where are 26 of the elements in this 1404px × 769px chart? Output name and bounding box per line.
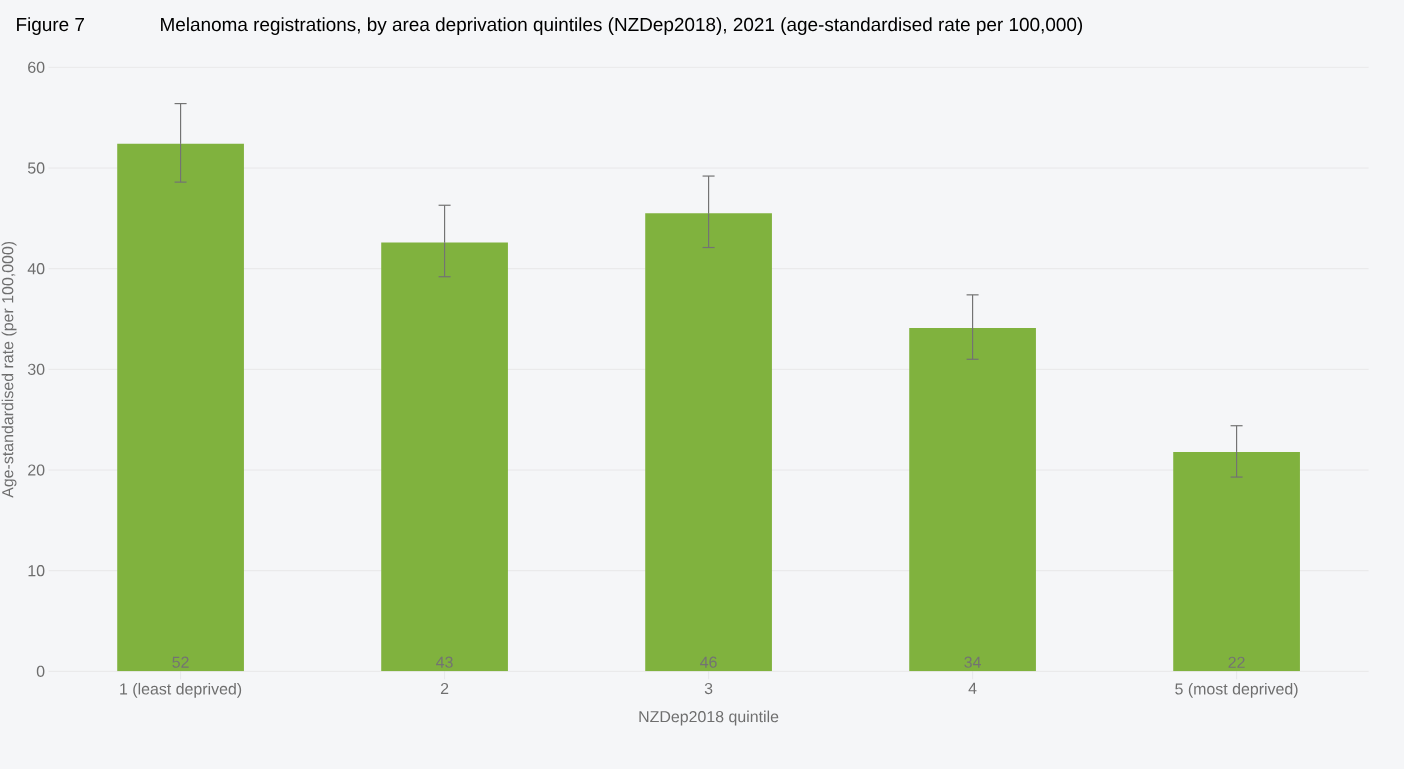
- chart-title: Figure 7: [17, 17, 84, 35]
- x-tick-label: 2: [440, 682, 449, 694]
- y-tick-label: 50: [27, 162, 45, 174]
- x-tick-label: 5 (most deprived): [1175, 682, 1298, 698]
- y-tick-label: 20: [28, 464, 45, 476]
- x-tick-label: 1 (least deprived): [120, 682, 242, 698]
- y-axis-title: Age-standardised rate (per 100,000): [1, 241, 17, 498]
- y-tick-label: 30: [27, 363, 45, 375]
- x-axis-title: NZDep2018 quintile: [639, 710, 779, 726]
- data-label: 34: [964, 656, 981, 668]
- data-label: 52: [172, 656, 189, 668]
- data-label: 22: [1228, 656, 1245, 668]
- y-tick-label: 10: [28, 565, 45, 577]
- bar: [909, 328, 1036, 672]
- data-label: 46: [700, 656, 717, 668]
- x-tick-label: 4: [968, 682, 977, 694]
- y-tick-label: 40: [27, 263, 45, 275]
- bar: [117, 143, 244, 672]
- bar: [1173, 451, 1300, 672]
- data-label: 43: [436, 656, 453, 668]
- bar: [645, 213, 772, 672]
- y-tick-label: 60: [28, 61, 45, 73]
- bar: [381, 242, 508, 672]
- chart-subtitle: Melanoma registrations, by area deprivation quintiles (NZDep2018), 2021 (age-standardised rate per 100,000): [161, 17, 1083, 35]
- y-tick-label: 0: [36, 665, 45, 677]
- x-tick-label: 3: [704, 682, 713, 695]
